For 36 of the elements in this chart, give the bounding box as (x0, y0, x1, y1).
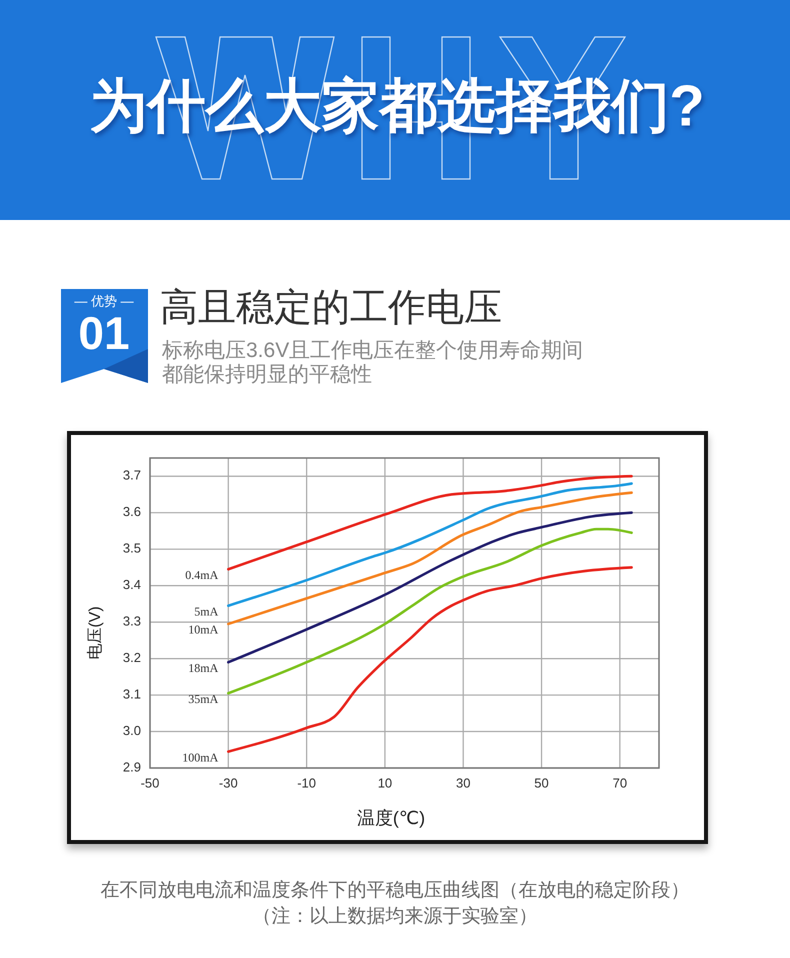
y-tick-label: 2.9 (122, 759, 141, 774)
x-tick-label: -50 (140, 775, 160, 790)
text: （注：以上数据均来源于实验室） (252, 905, 538, 928)
x-tick-label: -10 (297, 775, 316, 790)
x-tick-label: 10 (378, 775, 392, 790)
series-label: 35mA (188, 692, 219, 706)
series-label: 18mA (188, 660, 219, 675)
x-tick-label: 50 (534, 775, 549, 790)
y-tick-label: 3.1 (122, 686, 141, 702)
text: 在不同放电电流和温度条件下的平稳电压曲线图（在放电的稳定阶段） (100, 879, 690, 902)
chart-subtitle: 标称电压3.6V且工作电压在整个使用寿命期间都能保持明显的平稳性 (161, 339, 584, 386)
text: 01 (78, 307, 130, 360)
y-tick-label: 3.7 (122, 468, 141, 483)
y-tick-label: 3.0 (122, 722, 141, 738)
line-series (227, 566, 633, 753)
y-tick-label: 3.6 (122, 504, 141, 520)
y-tick-label: 3.5 (122, 540, 141, 556)
series-label: 100mA (182, 750, 219, 764)
line-series (227, 482, 633, 608)
line-series (227, 474, 633, 571)
x-axis-title: 温度(℃) (356, 808, 426, 828)
y-axis-title: 电压(V) (86, 606, 104, 660)
text: — 优势 — (74, 293, 134, 308)
line-series (227, 491, 633, 626)
x-tick-label: 30 (456, 775, 470, 790)
y-tick-label: 3.4 (122, 577, 141, 592)
x-tick-label: 70 (612, 775, 628, 790)
x-tick-label: -30 (218, 775, 238, 790)
y-tick-label: 3.3 (122, 614, 141, 629)
series-label: 5mA (194, 604, 219, 618)
chart-title: 高且稳定的工作电压 (160, 287, 502, 330)
line-series (227, 511, 633, 664)
line-series (227, 528, 633, 695)
y-tick-label: 3.2 (122, 650, 141, 666)
series-label: 0.4mA (185, 568, 219, 582)
series-label: 10mA (188, 622, 219, 637)
